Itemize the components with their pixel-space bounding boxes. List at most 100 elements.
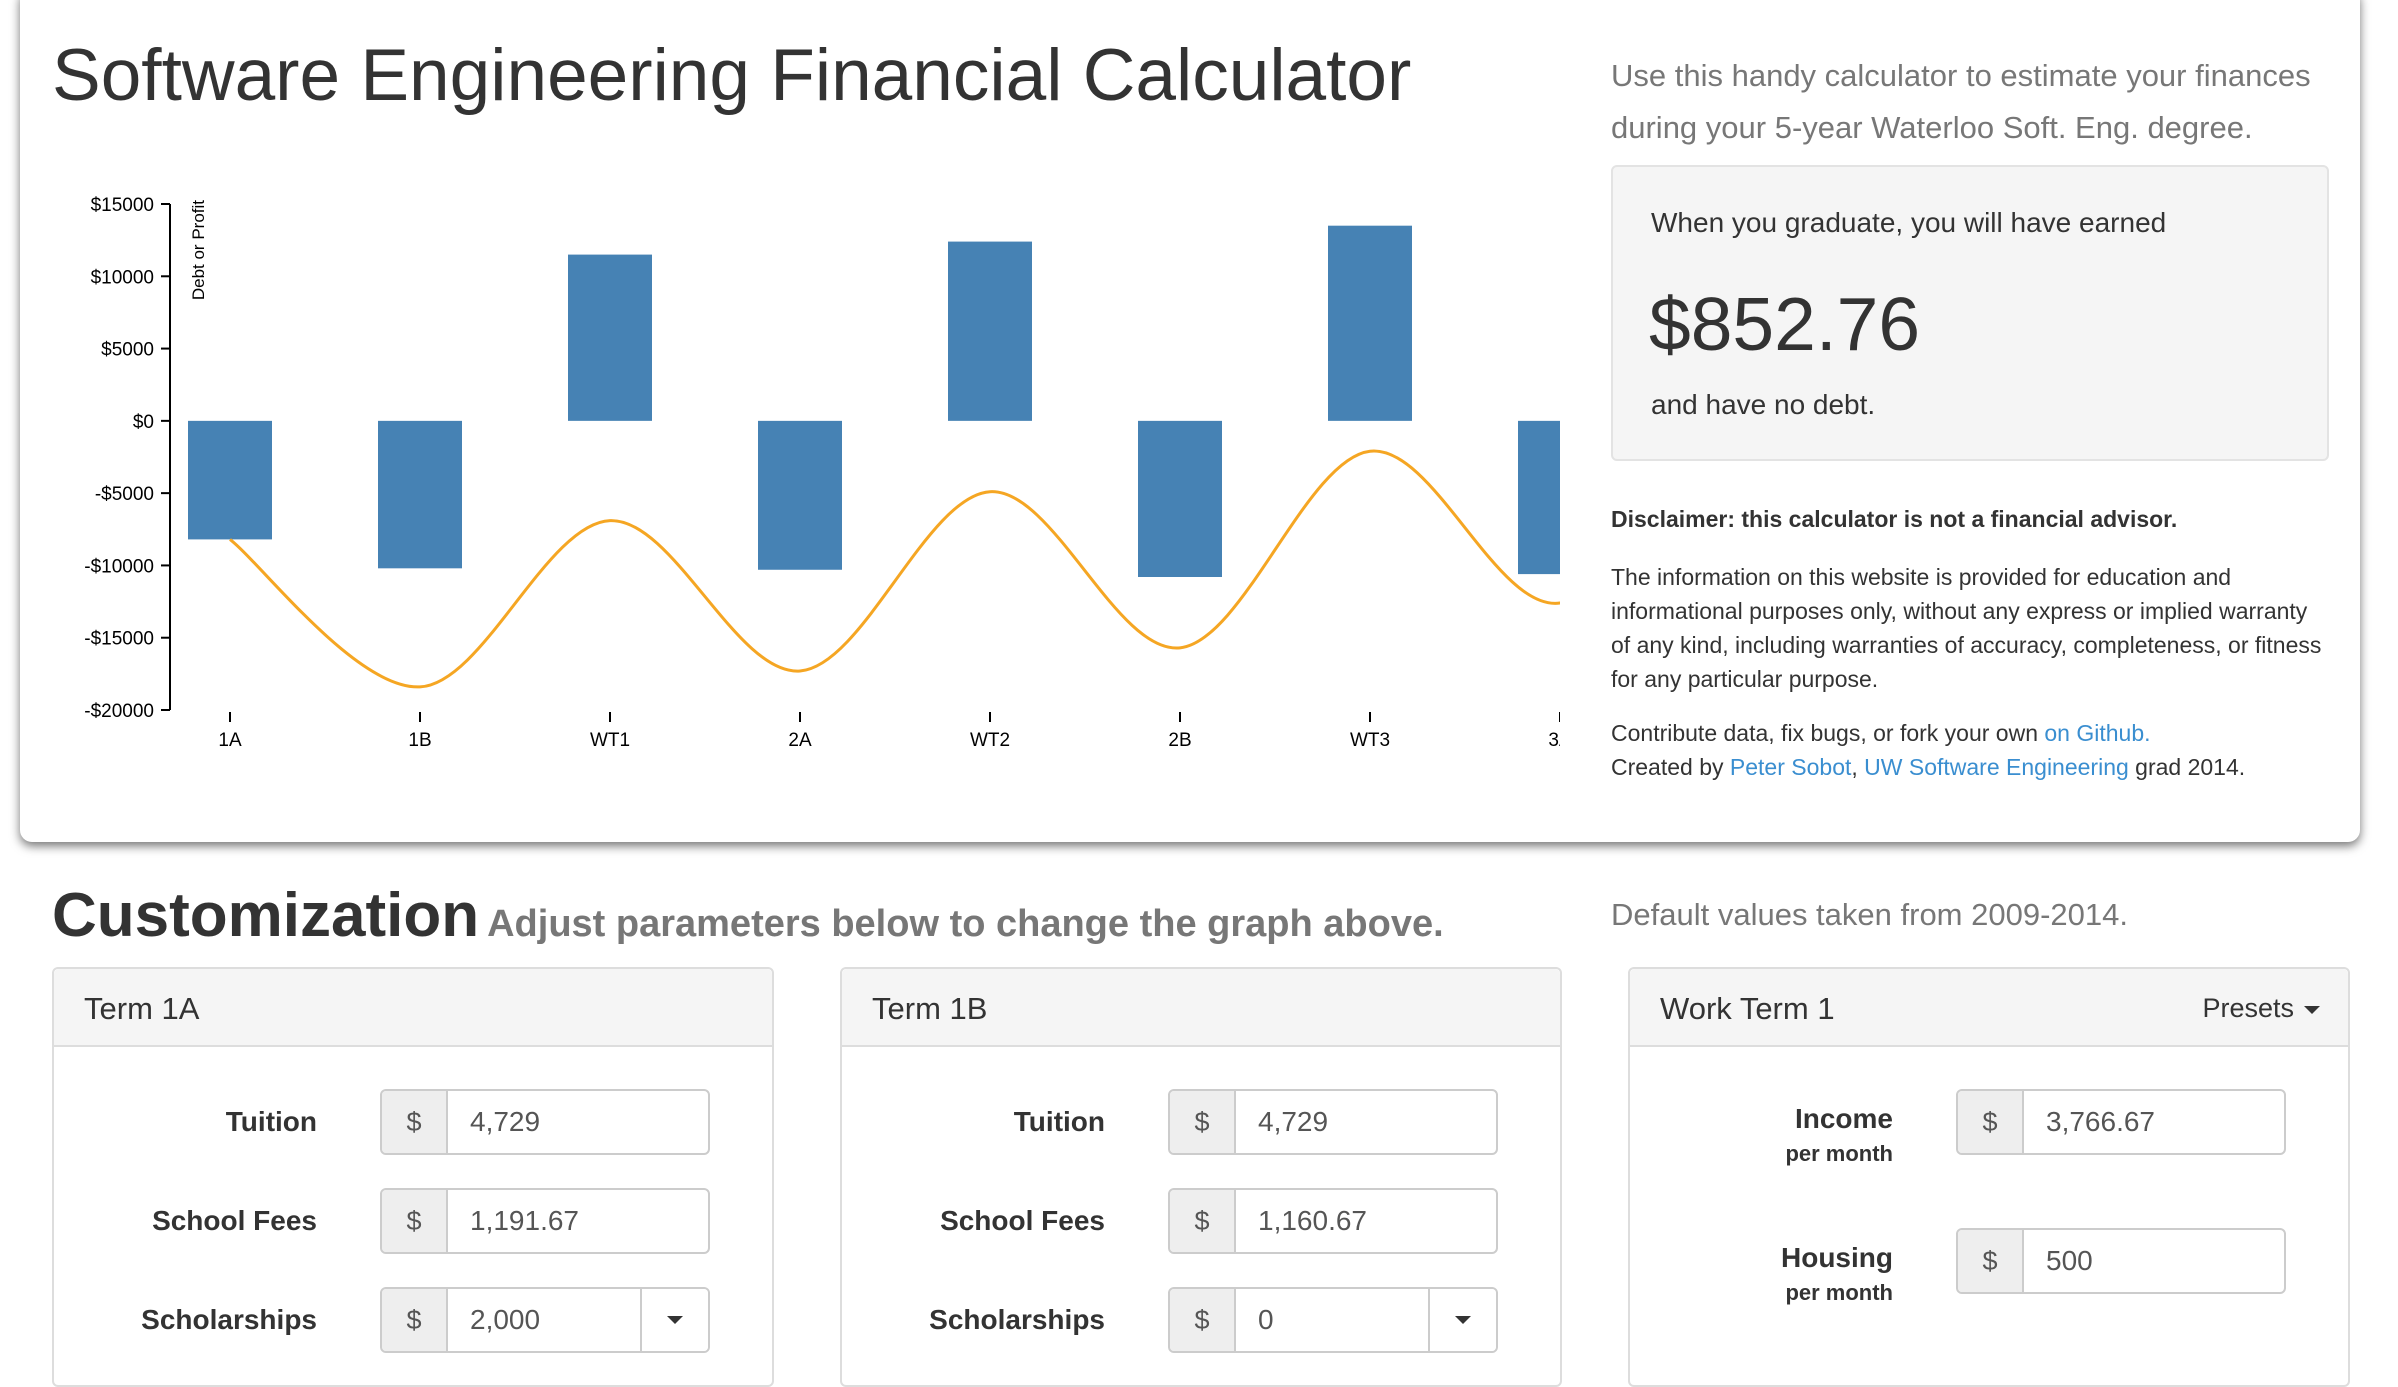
y-tick-label: $5000 (101, 340, 154, 361)
customization-heading: Customization Adjust parameters below to … (52, 880, 1444, 951)
x-tick-label: WT2 (970, 730, 1010, 751)
summary-box: When you graduate, you will have earned … (1611, 165, 2329, 461)
dollar-addon: $ (382, 1190, 448, 1252)
dollar-addon: $ (1958, 1230, 2024, 1292)
income-label: Income per month (1785, 1103, 1893, 1167)
panel-title: Term 1A (84, 991, 200, 1026)
scholarships-input[interactable] (1234, 1289, 1432, 1351)
tuition-input[interactable] (1234, 1091, 1496, 1153)
housing-input-group: $ (1956, 1228, 2286, 1294)
scholarships-input[interactable] (446, 1289, 644, 1351)
credits-comma: , (1851, 754, 1865, 780)
customization-subtitle: Adjust parameters below to change the gr… (487, 903, 1444, 945)
x-tick-label: 3A (1548, 730, 1560, 751)
caret-down-icon (1455, 1316, 1471, 1324)
housing-label-text: Housing (1781, 1242, 1893, 1273)
bar (1138, 420, 1222, 577)
intro-text: Use this handy calculator to estimate yo… (1611, 58, 2311, 145)
presets-dropdown[interactable]: Presets (2202, 993, 2320, 1024)
scholarships-dropdown-button[interactable] (640, 1289, 708, 1351)
y-tick-label: $10000 (91, 267, 154, 288)
x-tick-label: 1B (408, 730, 431, 751)
credits-created-by: Created by (1611, 754, 1730, 780)
work-term-1-panel: Work Term 1 Presets Income per month $ H… (1628, 967, 2350, 1387)
income-input-group: $ (1956, 1089, 2286, 1155)
y-axis-label: Debt or Profit (189, 200, 208, 300)
scholarships-row: Scholarships $ (842, 1287, 1560, 1353)
x-tick-label: WT3 (1350, 730, 1390, 751)
bar (948, 241, 1032, 421)
scholarships-label: Scholarships (141, 1304, 317, 1335)
dollar-addon: $ (1170, 1190, 1236, 1252)
housing-row: Housing per month $ (1630, 1228, 2348, 1305)
debt-profit-chart: $15000 $10000 $5000 $0 -$5000 -$10000 -$15000 -… (60, 150, 2398, 760)
dollar-addon: $ (1958, 1091, 2024, 1153)
income-label-text: Income (1794, 1103, 1893, 1134)
tuition-label: Tuition (1013, 1106, 1105, 1137)
panel-heading: Term 1B (842, 969, 1560, 1047)
housing-input[interactable] (2022, 1230, 2284, 1292)
tuition-row: Tuition $ (842, 1089, 1560, 1155)
github-link[interactable]: on Github. (2044, 720, 2151, 746)
term-1a-panel: Term 1A Tuition $ School Fees $ Scholars… (52, 967, 774, 1387)
dollar-addon: $ (1170, 1091, 1236, 1153)
school-fees-row: School Fees $ (54, 1188, 772, 1254)
y-tick-label: -$20000 (84, 701, 154, 722)
school-fees-input[interactable] (1234, 1190, 1496, 1252)
x-tick-label: 2B (1168, 730, 1191, 751)
school-fees-label: School Fees (940, 1205, 1105, 1236)
scholarships-label: Scholarships (929, 1304, 1105, 1335)
panel-heading: Term 1A (54, 969, 772, 1047)
y-tick-label: -$5000 (95, 484, 154, 505)
income-sublabel: per month (1785, 1141, 1893, 1166)
housing-label: Housing per month (1781, 1242, 1893, 1306)
dollar-addon: $ (382, 1091, 448, 1153)
x-tick-label: 2A (788, 730, 812, 751)
customization-title: Customization (52, 881, 480, 950)
school-fees-row: School Fees $ (842, 1188, 1560, 1254)
housing-sublabel: per month (1785, 1280, 1893, 1305)
tuition-input-group: $ (380, 1089, 710, 1155)
page-title: Software Engineering Financial Calculato… (52, 35, 1412, 116)
y-tick-label: $15000 (91, 195, 154, 216)
disclaimer-body: The information on this website is provi… (1611, 564, 2322, 692)
dollar-addon: $ (1170, 1289, 1236, 1351)
earned-amount: $852.76 (1649, 282, 1921, 366)
disclaimer-heading: Disclaimer: this calculator is not a fin… (1611, 506, 2178, 532)
chart-svg: $15000 $10000 $5000 $0 -$5000 -$10000 -$15000 -… (84, 195, 2398, 751)
y-tick-label: -$10000 (84, 556, 154, 577)
credits: Contribute data, fix bugs, or fork your … (1611, 716, 2351, 784)
x-tick-label: WT1 (590, 730, 630, 751)
scholarships-input-group: $ (380, 1287, 710, 1353)
y-tick-label: -$15000 (84, 629, 154, 650)
school-fees-input[interactable] (446, 1190, 708, 1252)
debt-status: and have no debt. (1651, 389, 1876, 420)
term-1b-panel: Term 1B Tuition $ School Fees $ Scholars… (840, 967, 1562, 1387)
bar (188, 420, 272, 540)
scholarships-row: Scholarships $ (54, 1287, 772, 1353)
dollar-addon: $ (382, 1289, 448, 1351)
bar (1328, 225, 1412, 421)
tuition-input[interactable] (446, 1091, 708, 1153)
bar (568, 254, 652, 421)
caret-down-icon (667, 1316, 683, 1324)
school-fees-input-group: $ (380, 1188, 710, 1254)
panel-heading: Work Term 1 Presets (1630, 969, 2348, 1047)
tuition-input-group: $ (1168, 1089, 1498, 1155)
bar (758, 420, 842, 570)
income-row: Income per month $ (1630, 1089, 2348, 1166)
income-input[interactable] (2022, 1091, 2284, 1153)
bar (1518, 420, 1602, 575)
school-fees-input-group: $ (1168, 1188, 1498, 1254)
program-link[interactable]: UW Software Engineering (1864, 754, 2129, 780)
caret-down-icon (2304, 1005, 2320, 1014)
panel-title: Term 1B (872, 991, 988, 1026)
credits-suffix: grad 2014. (2128, 754, 2246, 780)
panel-title: Work Term 1 (1660, 991, 1835, 1026)
scholarships-input-group: $ (1168, 1287, 1498, 1353)
bar (378, 420, 462, 569)
scholarships-dropdown-button[interactable] (1428, 1289, 1496, 1351)
tuition-label: Tuition (225, 1106, 317, 1137)
credits-text: Contribute data, fix bugs, or fork your … (1611, 720, 2045, 746)
author-link[interactable]: Peter Sobot (1729, 754, 1852, 780)
